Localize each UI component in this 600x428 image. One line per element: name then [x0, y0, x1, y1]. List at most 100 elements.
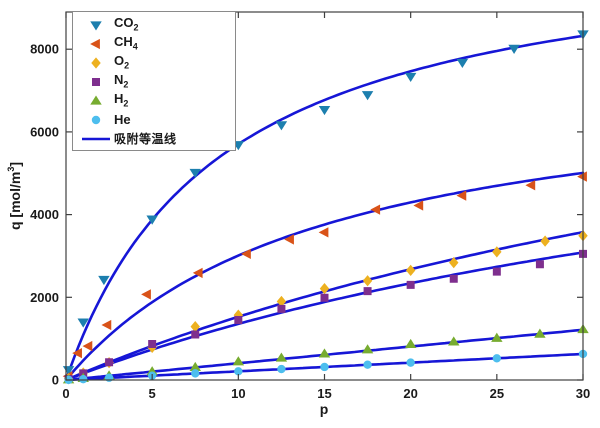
x-tick-label: 10 — [231, 386, 245, 401]
marker-H2 — [275, 352, 288, 362]
legend: CO2 CH4 O2 N2 H2 He 吸附等温线 — [72, 11, 236, 151]
triangle-down-icon — [90, 20, 102, 31]
marker-CO2 — [189, 168, 201, 178]
marker-N2 — [535, 260, 544, 269]
x-tick-label: 20 — [403, 386, 417, 401]
series-H2-markers — [62, 324, 589, 384]
marker-CH4 — [525, 180, 536, 191]
legend-icon-N2 — [78, 74, 114, 90]
legend-item-N2: N2 — [78, 72, 235, 91]
marker-CO2 — [404, 72, 417, 83]
marker-O2 — [540, 235, 550, 247]
marker-N2 — [148, 340, 157, 349]
legend-item-O2: O2 — [78, 53, 235, 72]
legend-icon-O2 — [78, 55, 114, 71]
triangle-up-icon — [90, 94, 102, 105]
marker-H2 — [318, 348, 331, 358]
marker-CH4 — [413, 200, 424, 211]
marker-CO2 — [146, 215, 158, 225]
marker-CH4 — [241, 248, 251, 260]
marker-CH4 — [101, 319, 112, 331]
legend-marker-sample — [90, 20, 102, 31]
marker-N2 — [277, 304, 286, 313]
y-tick-label: 4000 — [30, 207, 59, 222]
legend-marker-sample — [90, 38, 100, 49]
marker-O2 — [405, 264, 416, 277]
marker-He — [277, 364, 286, 374]
y-tick-label: 2000 — [30, 290, 59, 305]
marker-H2 — [491, 332, 503, 342]
marker-He — [234, 367, 243, 376]
square-icon — [92, 77, 100, 86]
legend-icon-CH4 — [78, 36, 114, 52]
diamond-icon — [91, 56, 101, 69]
x-tick-label: 0 — [62, 386, 69, 401]
marker-CH4 — [318, 227, 329, 238]
legend-marker-sample — [90, 94, 102, 105]
marker-N2 — [234, 316, 243, 325]
legend-item-He: He — [78, 110, 235, 129]
marker-N2 — [449, 274, 458, 283]
y-axis-label: q [mol/m3] — [6, 162, 23, 230]
marker-He — [363, 360, 372, 369]
marker-CH4 — [284, 234, 294, 245]
x-tick-label: 15 — [317, 386, 331, 401]
marker-CO2 — [361, 91, 374, 101]
marker-CH4 — [82, 340, 93, 352]
marker-CO2 — [508, 44, 520, 54]
legend-icon-H2 — [78, 93, 114, 109]
legend-label-CO2: CO2 — [114, 15, 139, 33]
marker-N2 — [406, 280, 415, 289]
legend-label-H2: H2 — [114, 91, 129, 109]
isotherm-curve-N2 — [64, 251, 585, 382]
marker-CH4 — [192, 267, 203, 279]
legend-label-N2: N2 — [114, 72, 129, 90]
series-CH4-markers — [62, 171, 587, 382]
marker-He — [406, 358, 415, 367]
marker-O2 — [449, 256, 459, 269]
legend-label-isotherm-line: 吸附等温线 — [114, 131, 177, 146]
legend-item-CO2: CO2 — [78, 15, 235, 34]
marker-O2 — [492, 246, 502, 258]
marker-H2 — [404, 338, 417, 349]
x-tick-label: 30 — [576, 386, 590, 401]
marker-O2 — [362, 275, 373, 287]
legend-icon-isotherm-line — [78, 131, 114, 147]
marker-He — [492, 354, 502, 363]
marker-CO2 — [275, 121, 288, 131]
legend-item-CH4: CH4 — [78, 34, 235, 53]
marker-He — [320, 362, 329, 372]
marker-N2 — [191, 330, 200, 339]
data-markers — [62, 30, 589, 385]
marker-CH4 — [370, 204, 381, 215]
legend-icon-CO2 — [78, 17, 114, 33]
legend-marker-sample — [91, 115, 101, 124]
marker-CO2 — [318, 105, 331, 116]
marker-N2 — [363, 287, 372, 296]
triangle-left-icon — [90, 38, 100, 49]
marker-H2 — [361, 344, 374, 354]
marker-CO2 — [77, 318, 89, 328]
marker-He — [79, 374, 88, 384]
isotherm-line-icon — [82, 137, 110, 140]
circle-icon — [91, 115, 101, 124]
y-tick-label: 6000 — [30, 124, 59, 139]
x-axis-label: p — [320, 401, 329, 417]
marker-H2 — [534, 328, 546, 338]
legend-marker-sample — [92, 77, 100, 86]
legend-item-isotherm-line: 吸附等温线 — [78, 129, 235, 148]
axis-ticks — [65, 12, 584, 381]
legend-label-He: He — [114, 112, 131, 127]
marker-N2 — [320, 293, 329, 302]
marker-CO2 — [456, 58, 469, 68]
x-tick-label: 25 — [490, 386, 504, 401]
legend-label-O2: O2 — [114, 53, 130, 71]
legend-icon-He — [78, 112, 114, 128]
isotherm-curve-CH4 — [64, 171, 585, 382]
marker-CH4 — [456, 190, 467, 201]
legend-label-CH4: CH4 — [114, 34, 138, 52]
marker-O2 — [319, 282, 330, 295]
marker-N2 — [492, 267, 501, 276]
marker-H2 — [448, 336, 460, 346]
